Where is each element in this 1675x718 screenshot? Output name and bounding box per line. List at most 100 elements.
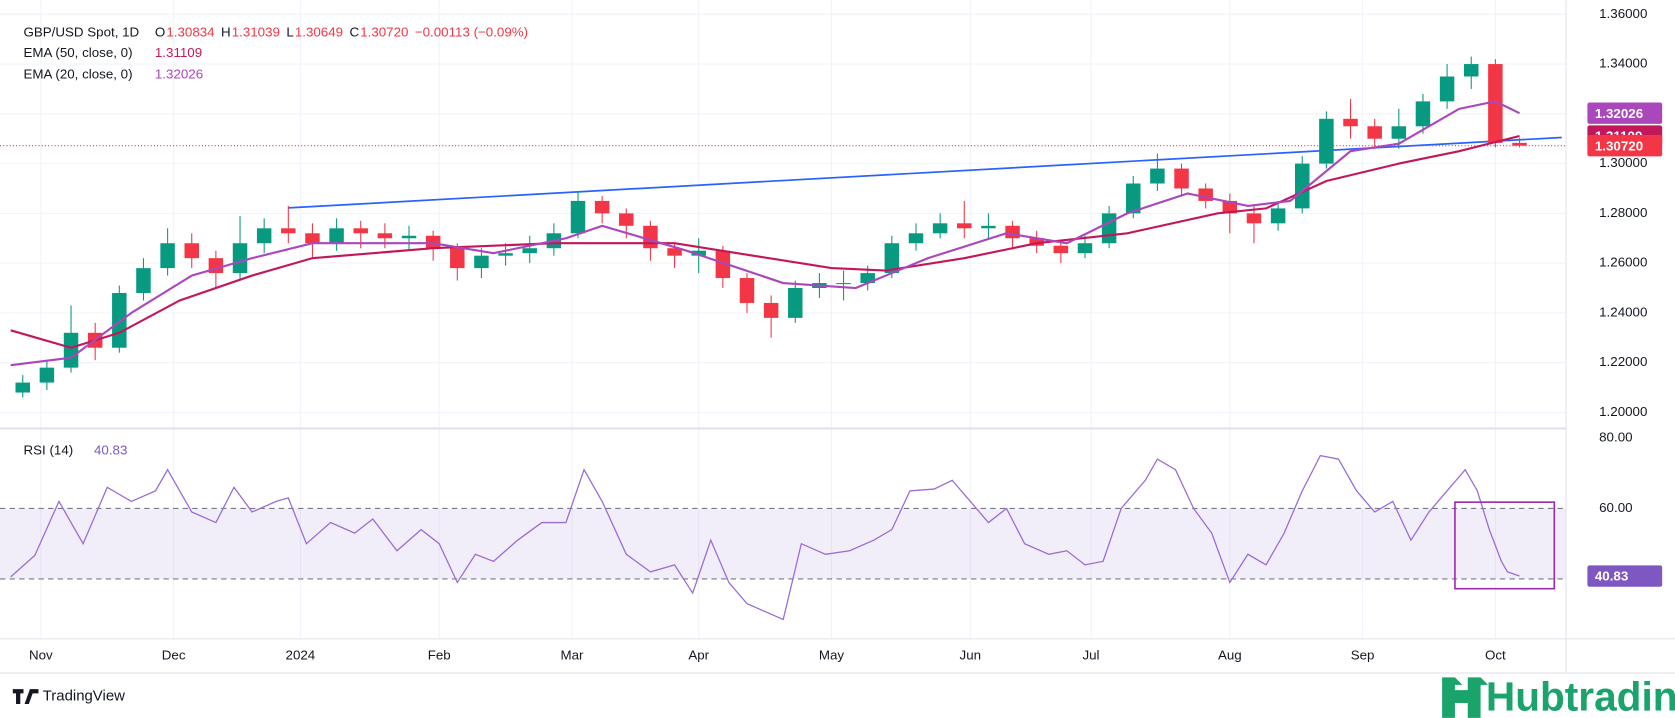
- candle-body: [1295, 163, 1310, 209]
- legend: EMA (50, close, 0) 1.31109 EMA (20, close,…: [24, 45, 204, 81]
- x-tick-label: Sep: [1351, 648, 1375, 663]
- y-tick-label: 60.00: [1599, 500, 1632, 515]
- change: −0.00113 (−0.09%): [415, 25, 528, 40]
- candle-body: [1101, 213, 1117, 244]
- candle-body: [63, 332, 79, 368]
- candle-body: [1439, 76, 1455, 102]
- candle-body: [1415, 101, 1431, 127]
- candle-body: [377, 233, 393, 239]
- candle-body: [594, 200, 610, 214]
- watermark: Hubtrading: [1486, 673, 1675, 718]
- candle-body: [570, 200, 586, 234]
- x-tick-label: Jun: [960, 648, 982, 663]
- candle-body: [1319, 118, 1334, 164]
- candle-body: [1343, 118, 1358, 127]
- legend-value: 1.31109: [155, 45, 202, 60]
- candle-body: [643, 225, 658, 249]
- ohlc-value: 1.31039: [232, 25, 280, 40]
- candle-body: [957, 223, 972, 229]
- chart-title: GBP/USD Spot, 1D: [24, 25, 140, 40]
- candle-body: [1126, 183, 1141, 214]
- y-tick-label: 1.36000: [1599, 6, 1647, 21]
- labels: 1.20000 1.22000 1.24000 1.26000 1.28000 1.300…: [29, 6, 1663, 663]
- y-tick-label: 1.34000: [1599, 56, 1647, 71]
- ohlc-key: L: [286, 25, 293, 40]
- candle-body: [450, 248, 465, 269]
- price-badge: [1587, 565, 1663, 587]
- candle-body: [232, 243, 248, 274]
- legend-name: EMA (20, close, 0): [24, 66, 133, 81]
- candle-body: [884, 243, 900, 274]
- ohlc-key: H: [221, 25, 231, 40]
- x-tick-label: Nov: [29, 648, 53, 663]
- highlight-box: [1454, 501, 1556, 590]
- ohlc-value: 1.30649: [295, 25, 343, 40]
- candle-body: [1222, 200, 1238, 214]
- plot: [0, 56, 1567, 621]
- candle-body: [329, 228, 344, 244]
- candle-body: [1005, 225, 1020, 239]
- trendline: [288, 136, 1562, 209]
- tradingview-logo: TradingView: [12, 688, 125, 705]
- candle-body: [860, 273, 875, 284]
- candle-body: [425, 235, 441, 249]
- ohlc-value: 1.30834: [166, 25, 215, 40]
- rsi-value: 40.83: [94, 442, 127, 457]
- candle-body: [39, 367, 55, 383]
- y-tick-label: 1.26000: [1599, 255, 1647, 270]
- x-tick-label: Mar: [560, 648, 584, 663]
- candle-body: [1053, 245, 1069, 254]
- grid: [0, 0, 1567, 639]
- candle-body: [1150, 168, 1165, 184]
- candle-body: [691, 250, 706, 256]
- candle-body: [474, 255, 489, 269]
- candle-body: [1463, 64, 1479, 77]
- x-tick-label: Dec: [162, 648, 186, 663]
- legend-name: EMA (50, close, 0): [24, 45, 133, 60]
- candle-body: [305, 233, 320, 244]
- candle-body: [739, 278, 755, 303]
- candle-body: [1391, 126, 1407, 139]
- legend-value: 1.32026: [155, 66, 203, 81]
- candle-body: [136, 268, 151, 293]
- price-badge: [1587, 135, 1663, 157]
- ema-line: [10, 134, 1520, 349]
- candle-body: [1367, 126, 1382, 139]
- y-tick-label: 1.20000: [1599, 404, 1647, 419]
- candle-body: [763, 302, 779, 318]
- candle-body: [184, 243, 199, 259]
- candle-body: [1270, 208, 1286, 224]
- candle-body: [281, 228, 296, 234]
- x-tick-label: May: [819, 648, 845, 663]
- candle-body: [667, 248, 682, 256]
- ohlc-key: O: [155, 25, 165, 40]
- candle-body: [160, 243, 175, 269]
- candle-body: [1512, 142, 1527, 146]
- x-tick-label: 2024: [286, 648, 316, 663]
- x-tick-label: Apr: [688, 648, 709, 663]
- candle-body: [256, 228, 272, 244]
- candle-body: [112, 292, 127, 348]
- y-tick-label: 1.22000: [1599, 354, 1647, 369]
- candle-body: [15, 382, 30, 393]
- x-tick-label: Aug: [1218, 648, 1242, 663]
- candle-body: [498, 253, 513, 256]
- candle-body: [1246, 213, 1262, 224]
- rsi-title: RSI (14): [24, 442, 74, 457]
- candle-body: [908, 233, 924, 244]
- candle-body: [788, 288, 803, 318]
- candle-body: [1029, 238, 1044, 246]
- candle-body: [932, 223, 948, 234]
- candle-body: [522, 248, 537, 254]
- y-tick-label: 1.30000: [1599, 155, 1647, 170]
- candle-body: [715, 250, 731, 279]
- rsi-line: [10, 454, 1520, 621]
- x-tick-label: Oct: [1485, 648, 1506, 663]
- x-tick-label: Feb: [428, 648, 451, 663]
- brand: TradingView: [43, 688, 125, 705]
- candle-body: [981, 225, 996, 229]
- candle-body: [353, 228, 368, 234]
- price-badge: [1587, 102, 1663, 124]
